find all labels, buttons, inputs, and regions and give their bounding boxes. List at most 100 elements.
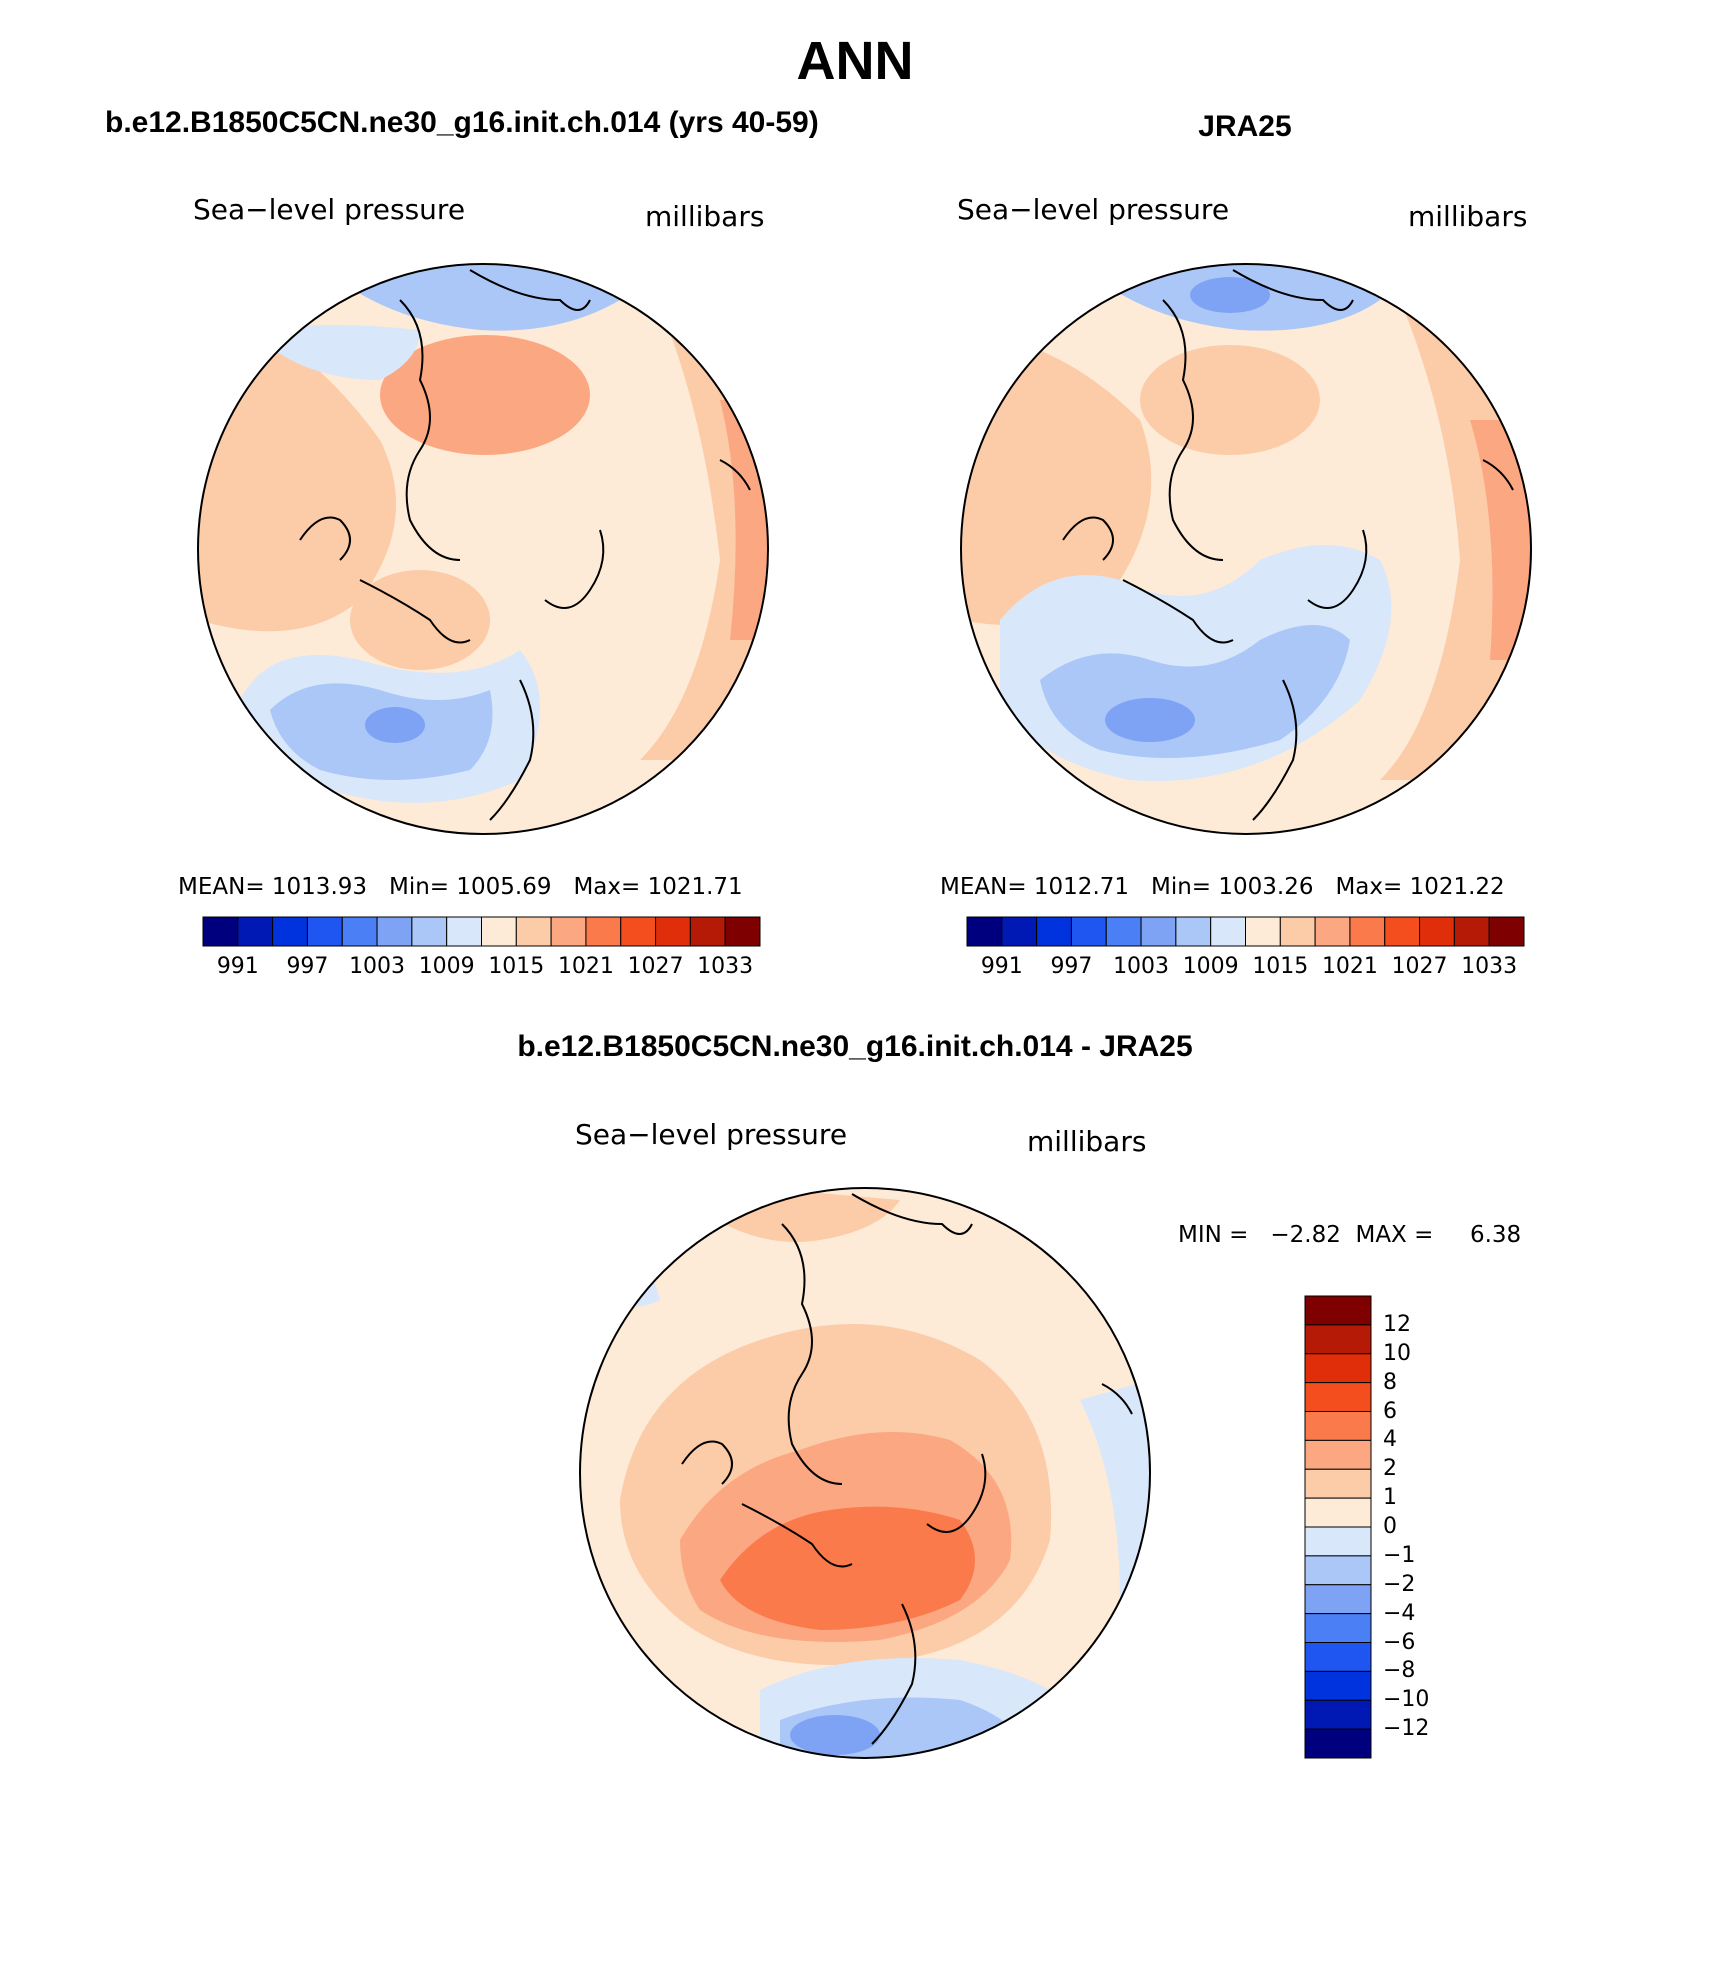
colorbar-box <box>1349 916 1386 947</box>
colorbar-box <box>1304 1699 1372 1730</box>
colorbar-tick-label: 991 <box>216 954 259 979</box>
units-label-obs: millibars <box>1408 200 1528 233</box>
colorbar-box <box>272 916 308 947</box>
max-value: 1021.71 <box>647 874 743 900</box>
coastlines-model <box>299 269 751 821</box>
colorbar-box <box>1210 916 1246 947</box>
coastlines-difference <box>681 1193 1133 1745</box>
colorbar-tick-label: 997 <box>1050 954 1093 979</box>
colorbar-box <box>1304 1642 1372 1672</box>
colorbar-box <box>689 916 726 947</box>
max-label: Max= <box>573 874 641 900</box>
panel-title-obs: JRA25 <box>1198 110 1292 143</box>
colorbar-box <box>1304 1439 1372 1470</box>
colorbar-tick-label: −1 <box>1383 1542 1416 1568</box>
colorbar-tick-label: 1021 <box>557 954 614 979</box>
colorbar-box <box>1304 1526 1372 1557</box>
colorbar-box <box>1245 916 1281 947</box>
colorbar-box <box>1304 1411 1372 1441</box>
colorbar-tick-label: 1009 <box>418 954 475 979</box>
colorbar-tick-label: 1015 <box>488 954 545 979</box>
units-label-difference: millibars <box>1027 1125 1147 1158</box>
colorbar-tick-label: 1027 <box>1391 954 1448 979</box>
colorbar-tick-label: 0 <box>1383 1514 1397 1539</box>
colorbar-box <box>1304 1295 1372 1326</box>
colorbar-tick-label: 2 <box>1383 1456 1397 1482</box>
colorbar-tick-label: 1033 <box>697 954 754 979</box>
colorbar-box <box>1304 1382 1372 1412</box>
colorbar-box <box>306 916 343 947</box>
colorbar-tick-label: −6 <box>1383 1629 1416 1655</box>
colorbar-box <box>1070 916 1107 947</box>
colorbar-tick-label: 1033 <box>1461 954 1518 979</box>
min-value: −2.82 <box>1270 1222 1341 1248</box>
colorbar-tick-label: 10 <box>1383 1340 1411 1366</box>
units-label-model: millibars <box>645 200 765 233</box>
stats-model: MEAN= 1013.93 Min= 1005.69 Max= 1021.71 <box>178 874 743 900</box>
colorbar-box <box>1140 916 1177 947</box>
mean-label: MEAN= <box>178 874 265 900</box>
colorbar-tick-label: 1021 <box>1321 954 1378 979</box>
pressure-field-obs <box>961 264 1531 834</box>
min-value: 1005.69 <box>456 874 552 900</box>
colorbar-box <box>1384 916 1421 947</box>
colorbar-box <box>411 916 448 947</box>
colorbar-tick-label: 6 <box>1383 1398 1397 1424</box>
colorbar-tick-label: 1003 <box>1113 954 1170 979</box>
figure-title: ANN <box>796 31 914 91</box>
colorbar-tick-label: 12 <box>1383 1311 1411 1337</box>
colorbar-tick-label: −12 <box>1383 1716 1430 1742</box>
colorbar-tick-label: 1027 <box>627 954 684 979</box>
colorbar-box <box>1175 916 1212 947</box>
colorbar-box <box>1419 916 1455 947</box>
colorbar-box <box>1304 1670 1372 1701</box>
colorbar-box <box>966 916 1003 947</box>
colorbar-box <box>655 916 691 947</box>
stats-obs: MEAN= 1012.71 Min= 1003.26 Max= 1021.22 <box>940 874 1505 900</box>
colorbar-box <box>446 916 482 947</box>
colorbar-box <box>1001 916 1038 947</box>
min-label: Min= <box>388 874 450 900</box>
colorbar-tick-label: 1015 <box>1252 954 1309 979</box>
colorbar-box <box>1314 916 1351 947</box>
mean-value: 1012.71 <box>1033 874 1130 900</box>
colorbar-box <box>724 916 761 947</box>
colorbar-tick-label: 4 <box>1383 1427 1397 1453</box>
mean-value: 1013.93 <box>271 874 368 900</box>
colorbar-box <box>1488 916 1525 947</box>
variable-label-model: Sea−level pressure <box>193 193 466 226</box>
variable-label-difference: Sea−level pressure <box>575 1118 848 1151</box>
panel-title-model: b.e12.B1850C5CN.ne30_g16.init.ch.014 (yr… <box>105 106 819 139</box>
colorbar-obs <box>966 916 1525 947</box>
pressure-field-difference <box>580 1188 1150 1758</box>
stats-difference: MIN = −2.82 MAX = 6.38 <box>1178 1222 1521 1248</box>
panel-title-difference: b.e12.B1850C5CN.ne30_g16.init.ch.014 - J… <box>517 1030 1193 1063</box>
colorbar-box <box>376 916 413 947</box>
colorbar-box <box>1304 1584 1372 1615</box>
variable-label-obs: Sea−level pressure <box>957 193 1230 226</box>
colorbar-box <box>1105 916 1142 947</box>
colorbar-box <box>550 916 587 947</box>
colorbar-tick-label: 1009 <box>1182 954 1239 979</box>
colorbar-tick-label: 8 <box>1383 1369 1397 1395</box>
colorbar-model <box>202 916 761 947</box>
colorbar-box <box>1453 916 1490 947</box>
colorbar-box <box>620 916 657 947</box>
colorbar-box <box>202 916 239 947</box>
min-label: MIN = <box>1178 1222 1249 1248</box>
colorbar-tick-label: −4 <box>1383 1600 1416 1626</box>
colorbar-box <box>341 916 378 947</box>
min-label: Min= <box>1150 874 1212 900</box>
colorbar-tick-label: 1 <box>1383 1485 1397 1511</box>
colorbar-box <box>481 916 517 947</box>
max-label: MAX = <box>1355 1222 1434 1248</box>
min-value: 1003.26 <box>1218 874 1314 900</box>
colorbar-tick-label: −10 <box>1383 1687 1430 1713</box>
colorbar-box <box>1036 916 1072 947</box>
colorbar-box <box>585 916 622 947</box>
colorbar-box <box>1304 1728 1372 1759</box>
max-label: Max= <box>1335 874 1403 900</box>
colorbar-box <box>1304 1497 1372 1528</box>
colorbar-box <box>1304 1613 1372 1643</box>
